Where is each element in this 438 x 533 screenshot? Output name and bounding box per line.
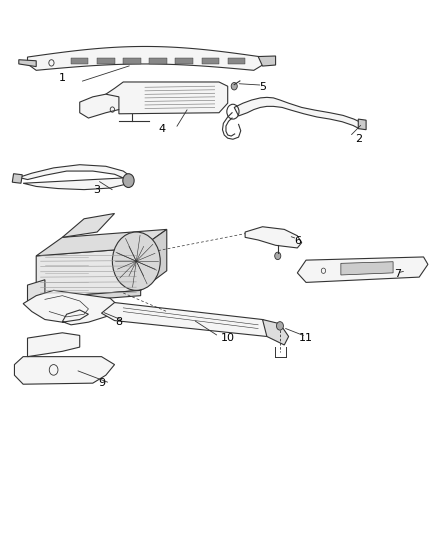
- Text: 1: 1: [59, 73, 66, 83]
- Polygon shape: [28, 333, 80, 357]
- Polygon shape: [149, 58, 167, 64]
- Polygon shape: [358, 119, 366, 130]
- Polygon shape: [97, 58, 115, 64]
- Text: 11: 11: [299, 333, 313, 343]
- Text: 6: 6: [294, 236, 301, 246]
- Polygon shape: [201, 58, 219, 64]
- Polygon shape: [28, 46, 267, 70]
- Polygon shape: [71, 58, 88, 64]
- Polygon shape: [102, 303, 276, 336]
- Text: 7: 7: [394, 270, 401, 279]
- Polygon shape: [80, 94, 119, 118]
- Text: 4: 4: [159, 124, 166, 134]
- Text: 9: 9: [98, 378, 105, 388]
- Polygon shape: [106, 82, 228, 114]
- Polygon shape: [62, 214, 115, 237]
- Polygon shape: [258, 56, 276, 66]
- Circle shape: [113, 232, 160, 290]
- Circle shape: [231, 83, 237, 90]
- Polygon shape: [245, 227, 302, 248]
- Polygon shape: [14, 357, 115, 384]
- Polygon shape: [28, 280, 45, 304]
- Circle shape: [276, 321, 283, 330]
- Text: 2: 2: [355, 134, 362, 144]
- Text: 5: 5: [259, 82, 266, 92]
- Polygon shape: [23, 290, 119, 325]
- Polygon shape: [297, 257, 428, 282]
- Circle shape: [275, 252, 281, 260]
- Text: 8: 8: [115, 317, 123, 327]
- Polygon shape: [36, 229, 167, 256]
- Polygon shape: [341, 262, 393, 275]
- Polygon shape: [228, 58, 245, 64]
- Polygon shape: [234, 98, 360, 128]
- Polygon shape: [36, 290, 141, 304]
- Polygon shape: [176, 58, 193, 64]
- Circle shape: [123, 174, 134, 188]
- Polygon shape: [262, 319, 289, 345]
- Polygon shape: [123, 58, 141, 64]
- Polygon shape: [141, 229, 167, 290]
- Text: 10: 10: [221, 333, 235, 343]
- Polygon shape: [12, 174, 22, 183]
- Polygon shape: [19, 60, 36, 67]
- Polygon shape: [19, 165, 132, 190]
- Text: 3: 3: [94, 184, 101, 195]
- Polygon shape: [36, 248, 141, 298]
